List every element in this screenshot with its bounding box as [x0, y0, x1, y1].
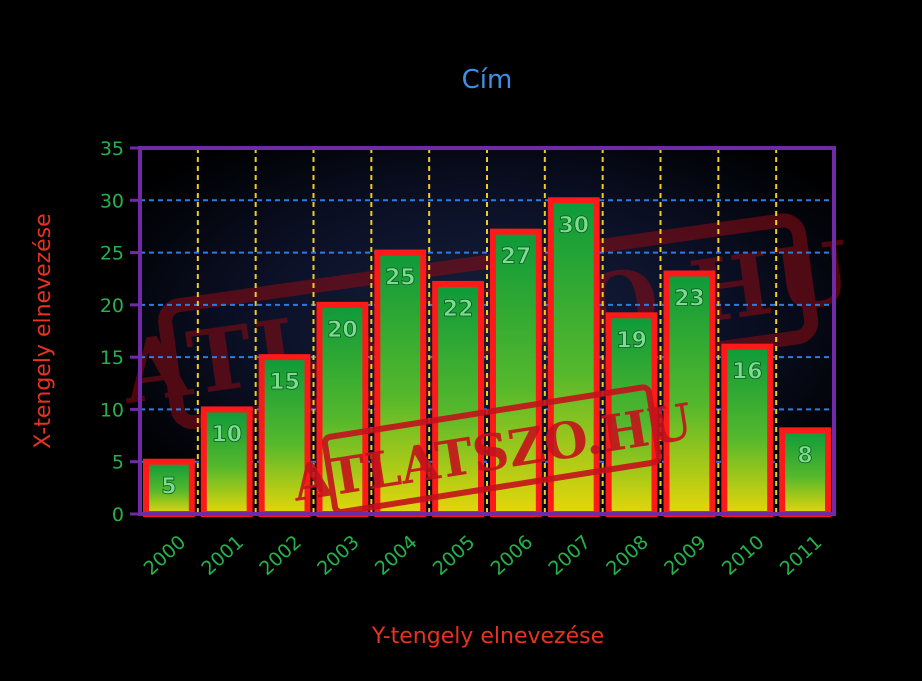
bar — [143, 458, 195, 518]
bar — [779, 427, 832, 518]
bar-value-label: 8 — [797, 443, 812, 468]
bar-value-label: 16 — [732, 360, 763, 385]
x-tick-label: 2001 — [197, 531, 248, 580]
bar-value-label: 15 — [269, 370, 300, 395]
bars — [143, 197, 832, 518]
bar-value-label: 10 — [211, 422, 242, 447]
y-tick-label: 10 — [100, 399, 124, 421]
y-axis-ticks: 0 5 10 15 20 25 30 35 — [100, 138, 140, 526]
x-tick-label: 2006 — [487, 531, 538, 580]
y-tick-label: 5 — [112, 452, 124, 474]
bar-value-label: 5 — [161, 475, 176, 500]
chart-title: Cím — [462, 65, 513, 95]
bar-value-label: 25 — [385, 266, 416, 291]
plot-frame — [138, 146, 836, 516]
x-tick-label: 2009 — [660, 531, 711, 580]
bar-value-label: 20 — [327, 318, 358, 343]
bar-value-label: 22 — [443, 297, 474, 322]
y-tick-label: 20 — [100, 295, 124, 317]
x-tick-label: 2007 — [544, 531, 595, 580]
bar-value-label: 30 — [558, 213, 589, 238]
y-tick-label: 0 — [112, 504, 124, 526]
x-tick-label: 2002 — [255, 531, 306, 580]
x-axis-title: Y-tengely elnevezése — [371, 624, 604, 649]
bar-value-label: 27 — [501, 245, 532, 270]
bar-value-label: 23 — [674, 286, 705, 311]
x-tick-label: 2003 — [313, 531, 364, 580]
y-tick-label: 25 — [100, 243, 124, 265]
bar-value-label: 19 — [616, 328, 647, 353]
x-tick-label: 2004 — [371, 531, 422, 580]
y-tick-label: 30 — [100, 190, 124, 212]
bar — [721, 343, 774, 517]
x-tick-label: 2005 — [429, 531, 480, 580]
data-labels: 5 10 15 20 25 22 27 30 19 23 16 8 — [161, 213, 813, 500]
y-axis-title: X-tengely elnevezése — [31, 213, 56, 448]
stamp-small-frame — [321, 384, 663, 516]
y-tick-label: 15 — [100, 347, 124, 369]
x-axis-ticks: 2000 2001 2002 2003 2004 2005 2006 2007 2008 2009… — [140, 531, 827, 580]
grid — [140, 148, 834, 514]
x-tick-label: 2011 — [776, 531, 827, 580]
x-tick-label: 2000 — [140, 531, 191, 580]
x-tick-label: 2008 — [602, 531, 653, 580]
x-tick-label: 2010 — [718, 531, 769, 580]
y-tick-label: 35 — [100, 138, 124, 160]
bar — [258, 354, 311, 517]
